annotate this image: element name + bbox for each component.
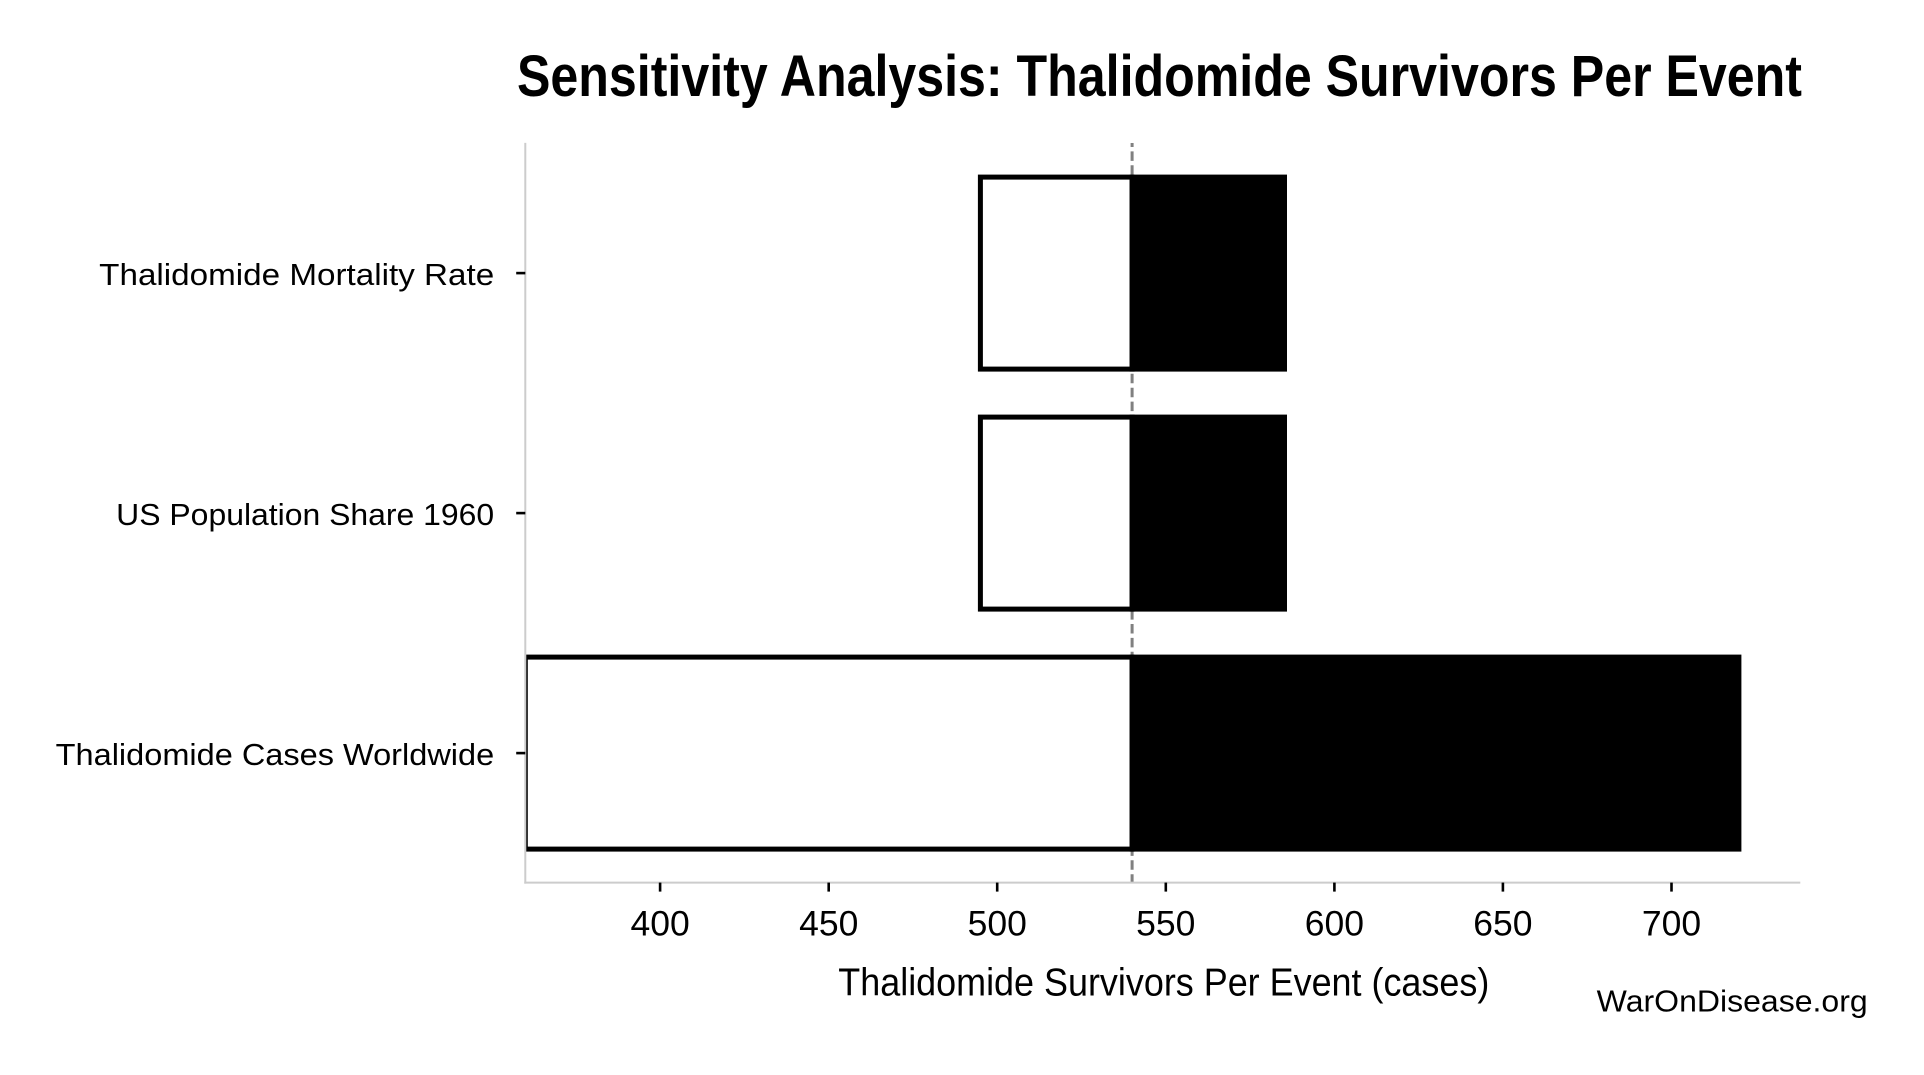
- svg-text:650: 650: [1473, 904, 1532, 944]
- svg-text:Thalidomide Mortality Rate: Thalidomide Mortality Rate: [99, 257, 494, 292]
- svg-text:Thalidomide Survivors Per Even: Thalidomide Survivors Per Event (cases): [838, 962, 1489, 1005]
- svg-text:WarOnDisease.org: WarOnDisease.org: [1597, 984, 1868, 1018]
- svg-text:US Population Share 1960: US Population Share 1960: [116, 497, 494, 532]
- svg-text:450: 450: [799, 904, 858, 944]
- svg-text:Sensitivity Analysis: Thalidom: Sensitivity Analysis: Thalidomide Surviv…: [517, 44, 1802, 109]
- svg-text:550: 550: [1136, 904, 1195, 944]
- svg-text:400: 400: [630, 904, 689, 944]
- svg-text:700: 700: [1642, 904, 1701, 944]
- svg-text:Thalidomide Cases Worldwide: Thalidomide Cases Worldwide: [56, 737, 495, 772]
- svg-text:600: 600: [1305, 904, 1364, 944]
- svg-text:500: 500: [968, 904, 1027, 944]
